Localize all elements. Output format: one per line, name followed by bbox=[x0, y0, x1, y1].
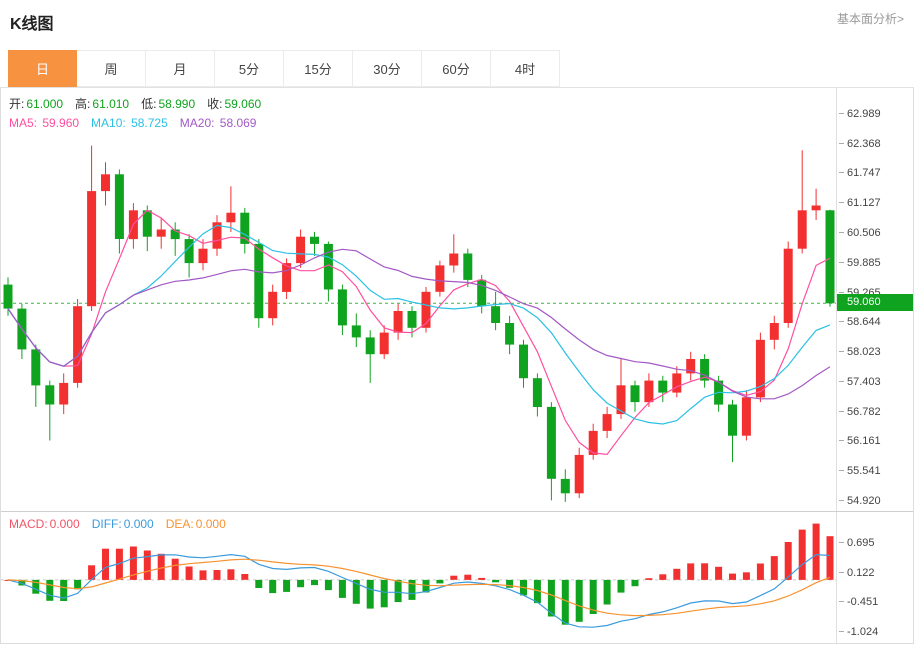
y-axis-label: 58.023 bbox=[839, 346, 881, 358]
current-price-tag: 59.060 bbox=[837, 294, 913, 312]
ohlc-open-value: 61.000 bbox=[26, 97, 64, 111]
y-axis-label: 61.747 bbox=[839, 167, 881, 179]
ohlc-close-label: 收: bbox=[207, 97, 223, 111]
header: K线图 基本面分析> bbox=[0, 0, 914, 50]
candlestick-plot[interactable] bbox=[1, 88, 837, 511]
y-axis-label: 61.127 bbox=[839, 197, 881, 209]
tab-5min[interactable]: 5分 bbox=[215, 50, 284, 87]
ma5-value: 59.960 bbox=[42, 116, 80, 130]
y-axis-label: 56.161 bbox=[839, 435, 881, 447]
tab-day[interactable]: 日 bbox=[8, 50, 77, 87]
y-axis-label: 54.920 bbox=[839, 495, 881, 507]
tab-week[interactable]: 周 bbox=[77, 50, 146, 87]
tab-15min[interactable]: 15分 bbox=[284, 50, 353, 87]
dea-value: 0.000 bbox=[195, 517, 226, 531]
ma20-value: 58.069 bbox=[219, 116, 257, 130]
y-axis-label: 56.782 bbox=[839, 406, 881, 418]
main-chart-panel: 开: 61.000 高: 61.010 低: 58.990 收: 59.060 MA5: 59… bbox=[1, 88, 913, 512]
y-axis-label: 0.695 bbox=[839, 537, 875, 549]
chart-region: 开: 61.000 高: 61.010 低: 58.990 收: 59.060 MA5: 59… bbox=[0, 88, 914, 644]
y-axis-label: 59.885 bbox=[839, 257, 881, 269]
ohlc-low-value: 58.990 bbox=[158, 97, 196, 111]
ohlc-info-row: 开: 61.000 高: 61.010 低: 58.990 收: 59.060 bbox=[9, 95, 261, 112]
macd-info-row: MACD: 0.000 DIFF: 0.000 DEA: 0.000 bbox=[9, 517, 226, 531]
ohlc-open-label: 开: bbox=[9, 97, 25, 111]
diff-value: 0.000 bbox=[123, 517, 154, 531]
y-axis-label: 62.368 bbox=[839, 138, 881, 150]
tab-60min[interactable]: 60分 bbox=[422, 50, 491, 87]
fundamental-analysis-link[interactable]: 基本面分析> bbox=[836, 12, 904, 26]
ohlc-high-value: 61.010 bbox=[92, 97, 130, 111]
macd-value: 0.000 bbox=[49, 517, 80, 531]
y-axis-label: -1.024 bbox=[839, 626, 878, 638]
macd-plot[interactable] bbox=[1, 512, 837, 643]
y-axis-label: 57.403 bbox=[839, 376, 881, 388]
diff-label: DIFF: bbox=[91, 517, 122, 531]
ma-info-row: MA5: 59.960 MA10: 58.725 MA20: 58.069 bbox=[9, 116, 256, 130]
y-axis-label: 60.506 bbox=[839, 227, 881, 239]
tab-month[interactable]: 月 bbox=[146, 50, 215, 87]
dea-label: DEA: bbox=[165, 517, 194, 531]
macd-panel: MACD: 0.000 DIFF: 0.000 DEA: 0.000 0.695 0.122… bbox=[1, 512, 913, 643]
macd-label: MACD: bbox=[9, 517, 48, 531]
y-axis-label: 0.122 bbox=[839, 567, 875, 579]
macd-y-axis: 0.695 0.122 -0.451 -1.024 bbox=[836, 512, 913, 643]
page-title: K线图 bbox=[10, 16, 54, 33]
y-axis-label: 55.541 bbox=[839, 465, 881, 477]
tab-4hour[interactable]: 4时 bbox=[491, 50, 560, 87]
ohlc-high-label: 高: bbox=[75, 97, 91, 111]
ma10-label: MA10: bbox=[91, 116, 130, 130]
y-axis-label: 58.644 bbox=[839, 316, 881, 328]
ohlc-low-label: 低: bbox=[141, 97, 157, 111]
y-axis-label: 62.989 bbox=[839, 108, 881, 120]
y-axis-label: -0.451 bbox=[839, 596, 878, 608]
ma5-label: MA5: bbox=[9, 116, 41, 130]
period-tabs: 日周月 5分 15分 30分 60分 4时 bbox=[0, 50, 914, 88]
ohlc-close-value: 59.060 bbox=[224, 97, 262, 111]
ma20-label: MA20: bbox=[179, 116, 218, 130]
tab-30min[interactable]: 30分 bbox=[353, 50, 422, 87]
ma10-value: 58.725 bbox=[131, 116, 168, 130]
